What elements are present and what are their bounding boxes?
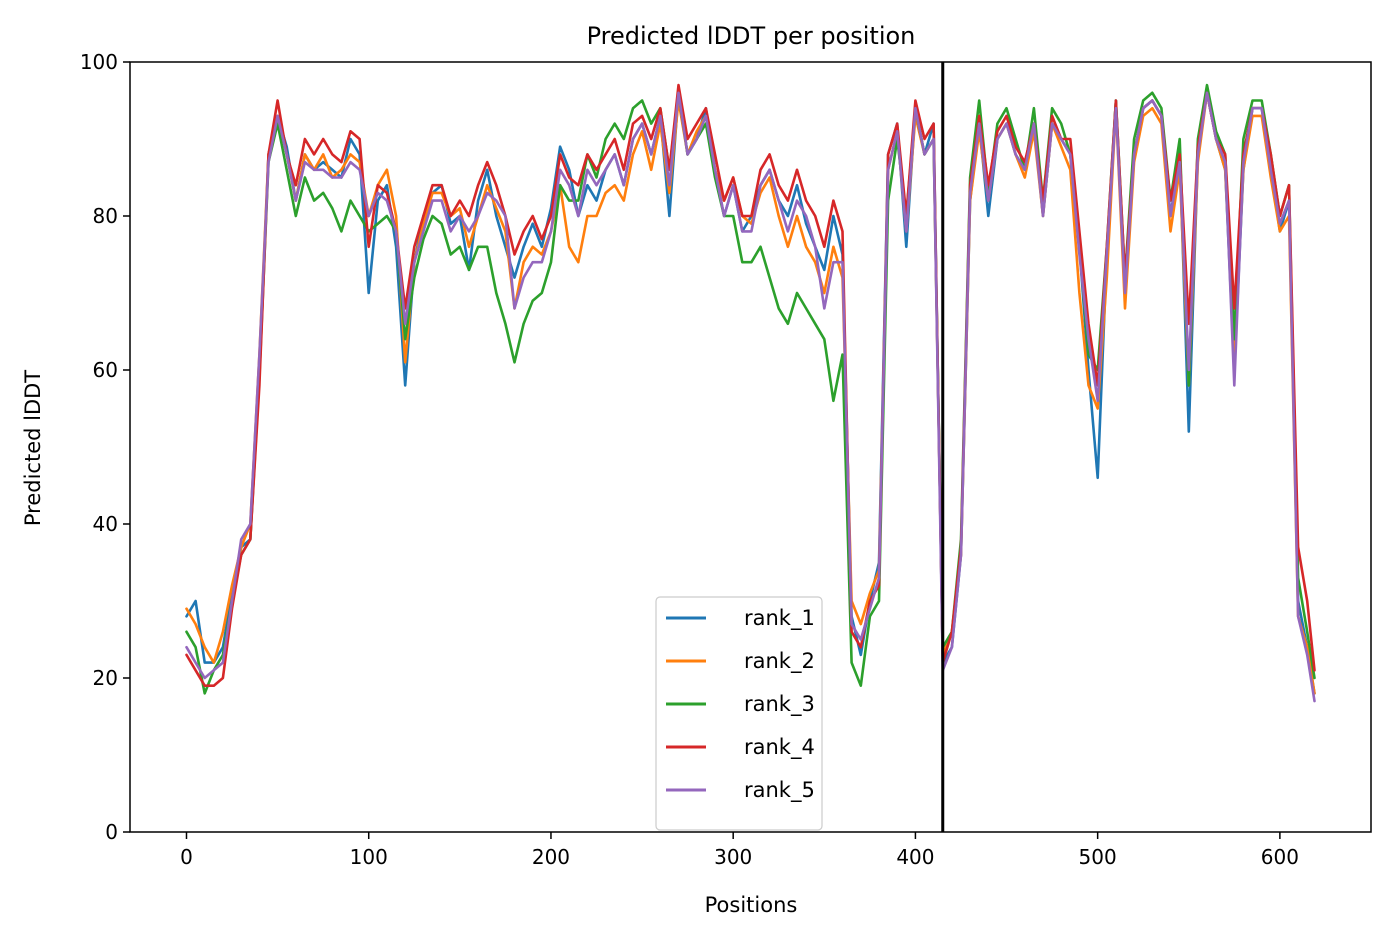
series-layer xyxy=(185,83,1316,703)
y-tick-label: 100 xyxy=(80,50,118,74)
series-line-rank-5 xyxy=(185,91,1316,703)
legend-label-rank-2: rank_2 xyxy=(744,649,815,674)
y-axis-label: Predicted lDDT xyxy=(21,370,45,526)
y-tick-label: 0 xyxy=(105,820,118,844)
y-axis-ticks: 0 20 40 60 80 100 xyxy=(80,50,130,844)
y-tick-label: 60 xyxy=(93,358,118,382)
chart-title: Predicted lDDT per position xyxy=(587,22,916,50)
legend-label-rank-3: rank_3 xyxy=(744,692,815,717)
x-tick-label: 400 xyxy=(896,845,934,869)
x-tick-label: 500 xyxy=(1079,845,1117,869)
legend-label-rank-5: rank_5 xyxy=(744,778,815,803)
x-axis-label: Positions xyxy=(705,893,798,917)
x-tick-label: 100 xyxy=(350,845,388,869)
y-tick-label: 80 xyxy=(93,204,118,228)
legend-box xyxy=(655,596,823,831)
plot-area-frame xyxy=(129,61,1372,833)
legend-label-rank-4: rank_4 xyxy=(744,735,815,760)
legend: rank_1 rank_2 rank_3 rank_4 rank_5 xyxy=(655,596,823,831)
x-tick-label: 200 xyxy=(532,845,570,869)
legend-label-rank-1: rank_1 xyxy=(744,606,815,631)
y-tick-label: 40 xyxy=(93,512,118,536)
x-tick-label: 300 xyxy=(714,845,752,869)
x-axis-ticks: 0 100 200 300 400 500 600 xyxy=(180,832,1299,869)
y-tick-label: 20 xyxy=(93,666,118,690)
x-tick-label: 600 xyxy=(1261,845,1299,869)
x-tick-label: 0 xyxy=(180,845,193,869)
series-line-rank-4 xyxy=(185,83,1316,688)
